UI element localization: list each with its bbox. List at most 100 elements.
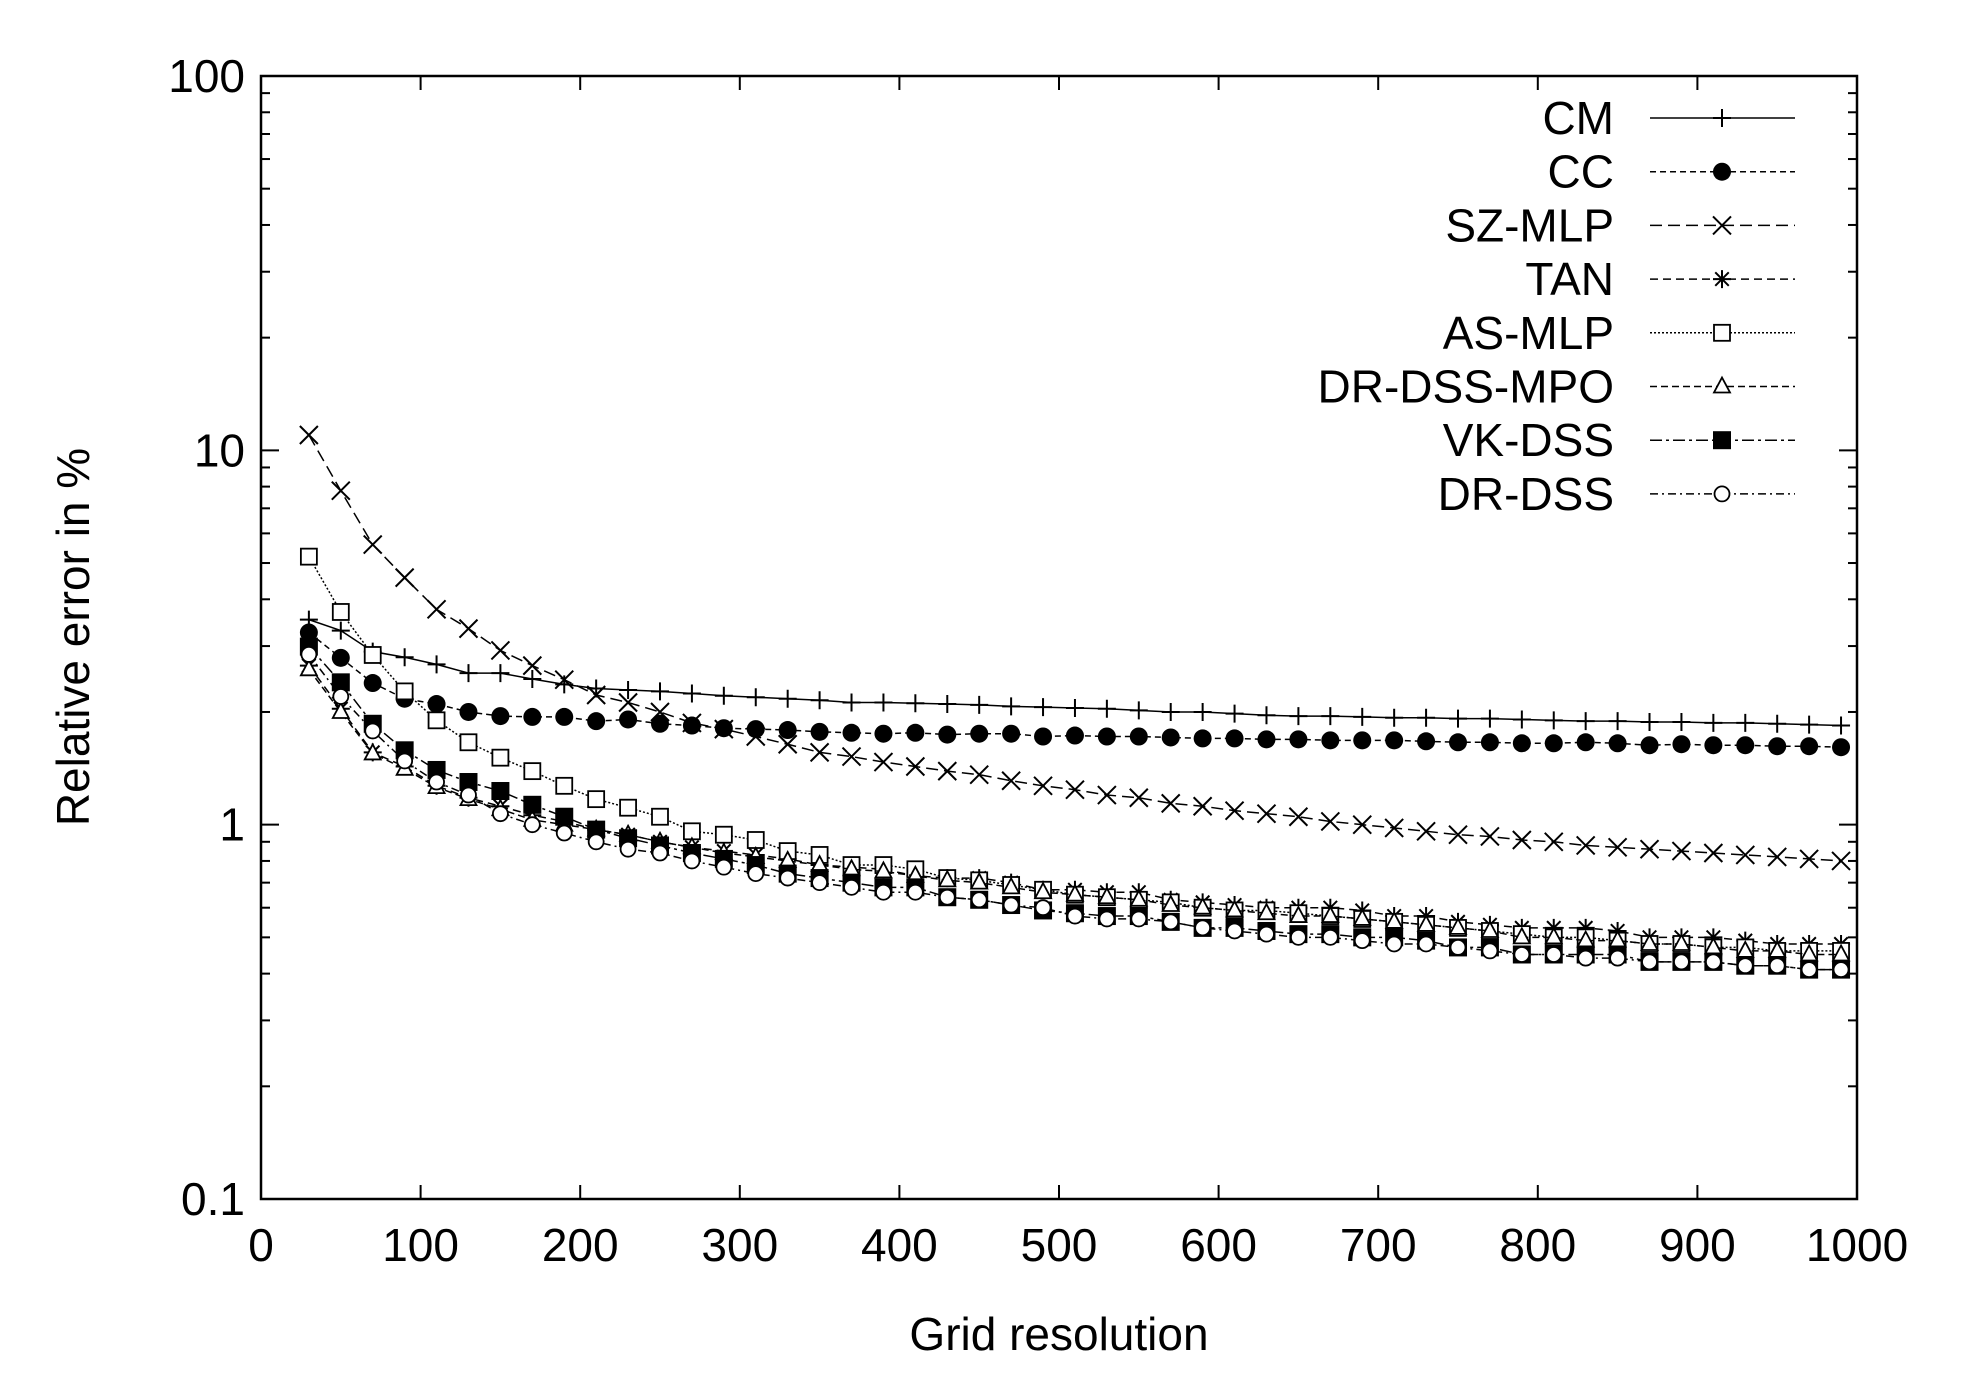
marker-open-circle xyxy=(364,722,382,740)
marker-open-circle xyxy=(811,874,828,892)
marker-cross xyxy=(331,481,351,501)
y-tick-label: 0.1 xyxy=(181,1173,245,1225)
marker-open-circle xyxy=(1577,949,1595,967)
marker-filled-circle xyxy=(1608,734,1627,753)
marker-plus xyxy=(1640,713,1659,732)
marker-filled-circle xyxy=(427,695,446,714)
marker-filled-circle xyxy=(1544,734,1563,753)
marker-open-circle xyxy=(1098,910,1116,928)
y-tick-label: 1 xyxy=(219,799,245,851)
marker-plus xyxy=(1385,708,1404,727)
x-tick-label: 900 xyxy=(1659,1219,1736,1271)
marker-cross xyxy=(1480,826,1500,847)
x-tick-label: 300 xyxy=(701,1219,778,1271)
marker-open-circle xyxy=(1321,928,1339,946)
marker-cross xyxy=(1384,818,1404,838)
marker-filled-circle xyxy=(1129,727,1148,746)
marker-cross xyxy=(1033,776,1053,796)
marker-open-circle xyxy=(1545,946,1563,963)
marker-filled-circle xyxy=(1034,727,1053,746)
marker-open-circle xyxy=(1768,957,1786,975)
marker-cross xyxy=(1671,841,1692,861)
marker-open-circle xyxy=(491,805,509,823)
marker-cross xyxy=(1512,830,1532,850)
marker-open-circle xyxy=(1130,910,1148,928)
marker-open-triangle xyxy=(1384,910,1404,929)
legend-label: SZ-MLP xyxy=(1445,199,1614,251)
marker-open-circle xyxy=(906,883,924,901)
marker-filled-circle xyxy=(619,710,638,729)
marker-plus xyxy=(1289,707,1308,726)
marker-plus xyxy=(1544,711,1563,730)
marker-plus xyxy=(842,693,861,712)
marker-cross xyxy=(1192,796,1213,816)
series-layer xyxy=(299,425,1851,979)
marker-open-triangle xyxy=(1416,913,1436,932)
marker-plus xyxy=(651,682,669,701)
marker-cross xyxy=(1256,803,1277,824)
marker-cross xyxy=(618,692,638,713)
marker-plus xyxy=(1129,701,1148,720)
marker-open-triangle xyxy=(969,871,989,890)
marker-filled-circle xyxy=(587,712,606,731)
marker-cross xyxy=(1097,785,1117,805)
marker-filled-square xyxy=(555,807,574,826)
marker-filled-circle xyxy=(778,721,797,740)
marker-filled-circle xyxy=(874,724,893,743)
marker-open-circle xyxy=(875,883,892,901)
marker-open-triangle xyxy=(1320,905,1340,923)
marker-cross xyxy=(363,534,383,555)
marker-filled-circle xyxy=(1640,736,1659,755)
marker-plus xyxy=(523,669,542,688)
marker-open-square xyxy=(459,733,478,752)
marker-cross xyxy=(426,599,447,620)
marker-plus xyxy=(1257,706,1276,725)
marker-cross xyxy=(969,764,989,785)
marker-open-circle xyxy=(1226,922,1243,940)
plot-frame xyxy=(259,74,1859,1201)
marker-plus xyxy=(874,693,893,712)
legend-label: DR-DSS-MPO xyxy=(1318,361,1614,413)
marker-cross xyxy=(1767,847,1787,867)
marker-cross xyxy=(458,618,479,639)
marker-plus xyxy=(619,680,638,699)
marker-open-square xyxy=(331,603,350,621)
marker-open-triangle xyxy=(937,869,957,888)
marker-filled-square xyxy=(331,673,350,692)
legend-label: AS-MLP xyxy=(1443,307,1614,359)
marker-plus xyxy=(906,694,925,713)
marker-open-triangle xyxy=(331,701,351,719)
marker-filled-circle xyxy=(682,716,701,735)
marker-open-triangle xyxy=(1831,943,1851,962)
marker-open-circle xyxy=(1194,919,1212,937)
marker-cross xyxy=(1352,814,1372,835)
marker-cross xyxy=(746,726,766,747)
legend-item: SZ-MLP xyxy=(1445,199,1795,251)
y-axis-label: Relative error in % xyxy=(47,448,99,826)
marker-open-triangle xyxy=(1097,886,1117,905)
marker-cross xyxy=(299,425,319,445)
marker-open-circle xyxy=(683,852,701,870)
marker-open-triangle xyxy=(1129,888,1149,907)
marker-cross xyxy=(1712,215,1732,236)
marker-open-square xyxy=(299,547,318,566)
marker-cross xyxy=(682,713,702,733)
marker-plus xyxy=(1512,710,1531,729)
marker-filled-circle xyxy=(906,723,925,742)
marker-cross xyxy=(777,734,798,754)
marker-filled-circle xyxy=(970,724,989,743)
x-tick-label: 800 xyxy=(1499,1219,1576,1271)
marker-open-triangle xyxy=(1512,926,1532,945)
legend-item: DR-DSS xyxy=(1438,468,1795,520)
legend-item: DR-DSS-MPO xyxy=(1318,361,1795,413)
marker-cross xyxy=(1288,807,1309,827)
marker-open-circle xyxy=(1481,942,1499,960)
marker-filled-circle xyxy=(1161,728,1180,747)
marker-plus xyxy=(938,695,957,714)
marker-plus xyxy=(1225,704,1244,723)
marker-plus xyxy=(1704,713,1723,732)
marker-cross xyxy=(714,719,734,739)
legend-label: CC xyxy=(1548,146,1614,198)
marker-filled-circle xyxy=(810,722,829,741)
marker-open-circle xyxy=(651,844,669,862)
